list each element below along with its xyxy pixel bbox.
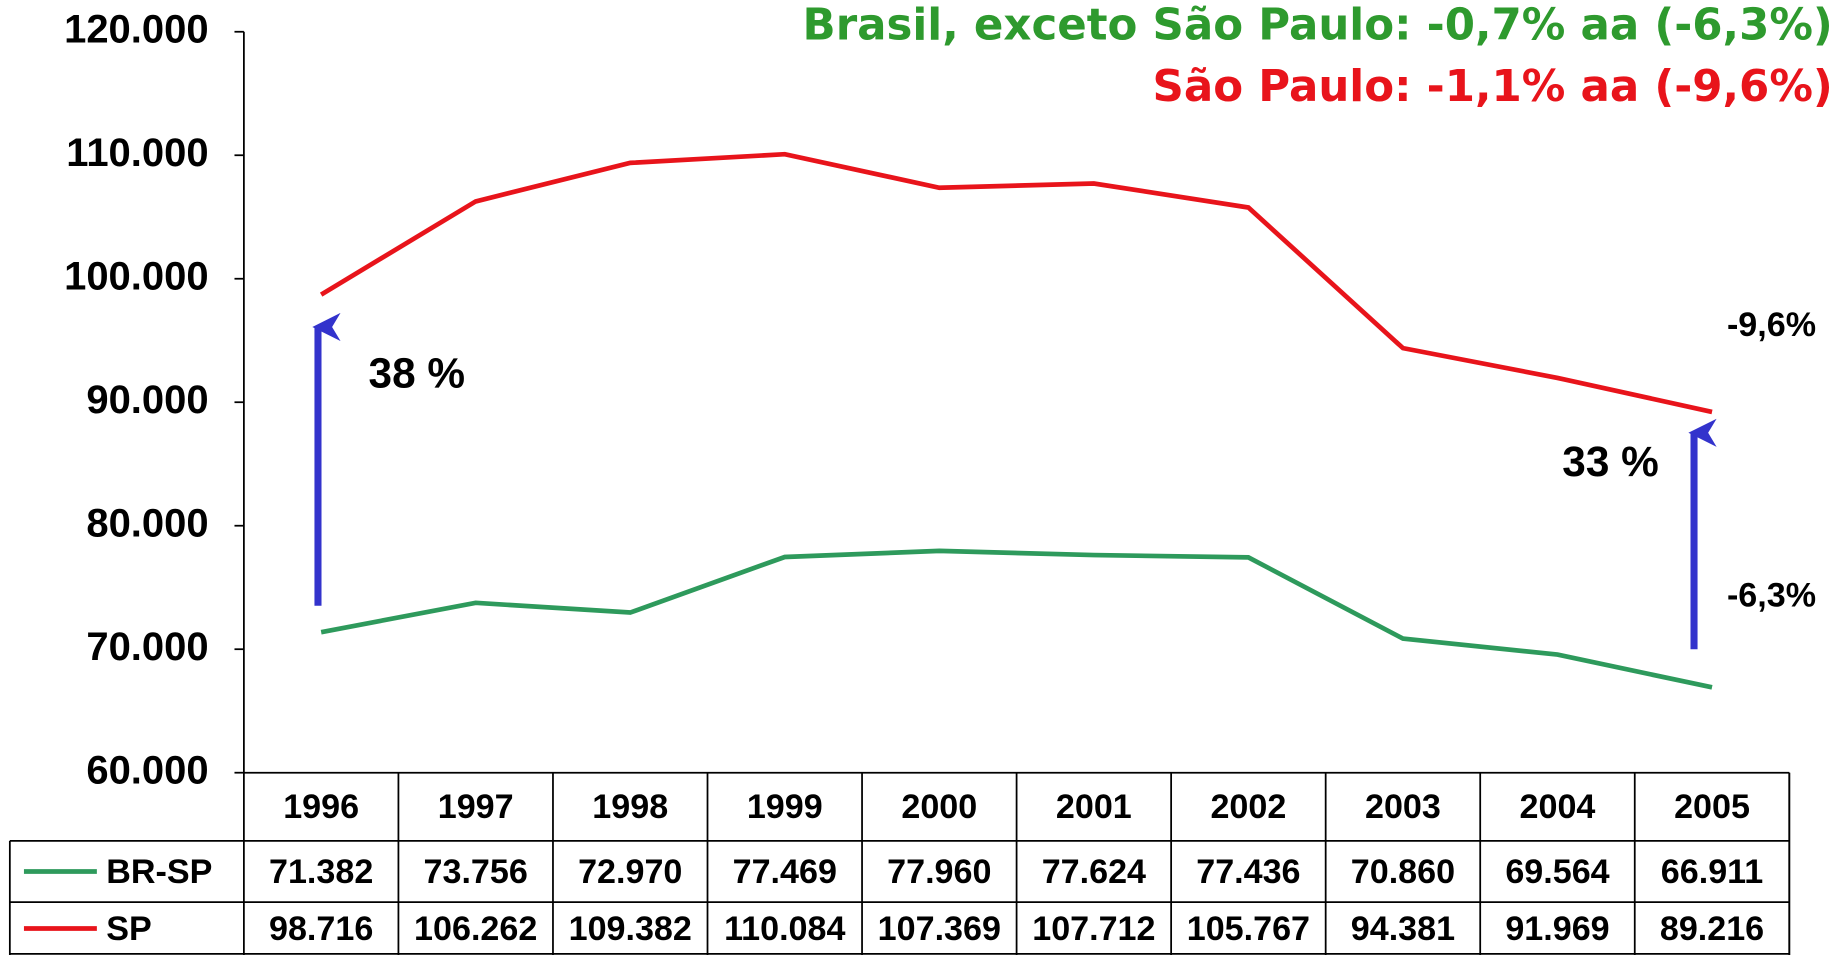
x-tick-label: 2004 (1520, 788, 1596, 826)
table-cell: 107.712 (1032, 910, 1155, 948)
table-cell: 71.382 (269, 853, 373, 891)
table-cell: 94.381 (1351, 910, 1455, 948)
annotation: Brasil, exceto São Paulo: -0,7% aa (-6,3… (803, 1, 1833, 51)
table-cell: 98.716 (269, 910, 373, 948)
x-tick-label: 2003 (1365, 788, 1441, 826)
table-cell: 110.084 (724, 910, 845, 948)
data-line (319, 151, 1713, 415)
y-tick-label: 120.000 (64, 7, 208, 51)
table-cell: 91.969 (1505, 910, 1609, 948)
annotation: 33 % (1562, 438, 1658, 485)
y-tick-label: 100.000 (64, 254, 208, 298)
x-tick-label: 2002 (1210, 788, 1286, 826)
x-tick-label: 1998 (592, 788, 668, 826)
data-line (320, 548, 1713, 690)
annotation: -6,3% (1727, 576, 1816, 614)
table-cell: 69.564 (1505, 853, 1609, 891)
y-tick-label: 90.000 (86, 378, 208, 422)
x-tick-label: 1996 (283, 788, 359, 826)
table-cell: 106.262 (414, 910, 537, 948)
table-cell: 77.436 (1196, 853, 1300, 891)
x-tick-label: 2005 (1674, 788, 1750, 826)
y-tick-label: 60.000 (86, 748, 208, 792)
table-cell: 70.860 (1351, 853, 1455, 891)
table-cell: 77.469 (733, 853, 837, 891)
table-cell: 77.960 (887, 853, 991, 891)
table-cell: 72.970 (578, 853, 682, 891)
legend-label: BR-SP (106, 853, 212, 891)
annotation: São Paulo: -1,1% aa (-9,6%) (1153, 62, 1833, 112)
x-tick-label: 1999 (747, 788, 823, 826)
table-cell: 77.624 (1042, 853, 1146, 891)
table-cell: 73.756 (424, 853, 528, 891)
table-cell: 66.911 (1661, 853, 1763, 891)
y-tick-label: 110.000 (66, 131, 208, 175)
table-cell: 89.216 (1660, 910, 1764, 948)
x-tick-label: 2001 (1056, 788, 1132, 826)
annotation: -9,6% (1727, 306, 1816, 344)
x-tick-label: 2000 (901, 788, 977, 826)
table-cell: 105.767 (1187, 910, 1310, 948)
y-tick-label: 80.000 (86, 501, 208, 545)
table-cell: 109.382 (569, 910, 692, 948)
x-tick-label: 1997 (438, 788, 514, 826)
table-cell: 107.369 (878, 910, 1001, 948)
legend-label: SP (106, 910, 151, 948)
y-tick-label: 70.000 (86, 625, 208, 669)
annotation: 38 % (369, 350, 465, 397)
